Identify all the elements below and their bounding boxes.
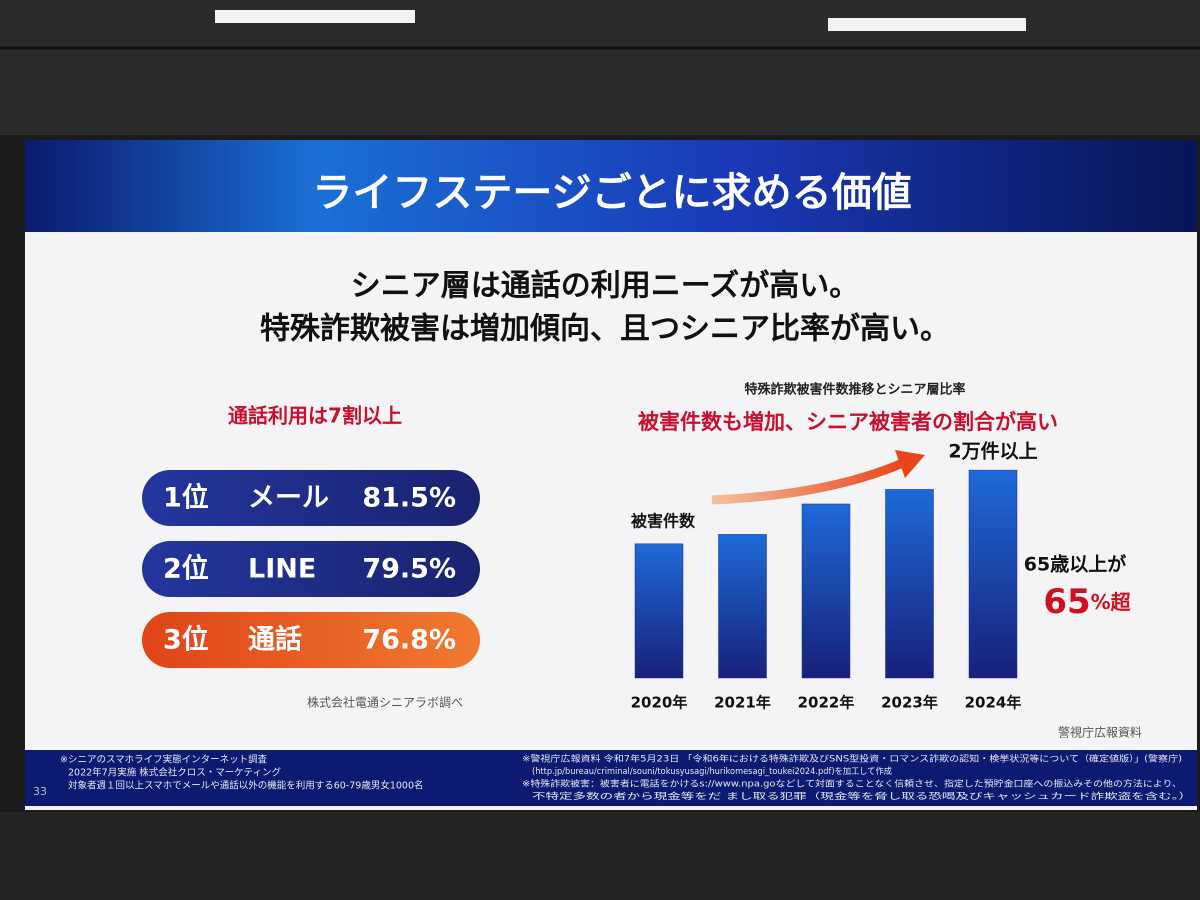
rank-percent: 81.5%	[362, 483, 456, 514]
footer-note: (http.jp/bureau/criminal/souni/tokusyusa…	[532, 766, 892, 777]
arrow-head	[895, 450, 925, 478]
x-tick-label: 2020年	[631, 694, 688, 712]
footer-band	[25, 750, 1197, 806]
bar	[968, 469, 1018, 679]
bar	[718, 534, 767, 679]
page-number: 33	[33, 785, 47, 798]
title-banner	[25, 140, 1197, 232]
footer-note: ※特殊詐欺被害：被害者に電話をかけるs://www.npa.goなどして対面する…	[522, 779, 1182, 790]
rank-percent: 76.8%	[362, 625, 456, 656]
rank-name: メール	[248, 483, 329, 514]
annotation: 65%超	[1043, 582, 1131, 622]
annotation: 2万件以上	[948, 440, 1037, 463]
rank-pill	[142, 541, 480, 597]
bar	[885, 489, 934, 679]
rank-list: 1位 メール 81.5% 2位 LINE 79.5% 3位 通話 76.8%	[142, 470, 480, 668]
footer-note: 不特定多数の者から現金等をだ まし取る犯罪（現金等を脅し取る恐喝及びキャッシュカ…	[532, 791, 1192, 802]
x-tick-label: 2021年	[714, 694, 771, 712]
annotation-value: 65	[1043, 582, 1090, 622]
rank-pill	[142, 470, 480, 526]
trend-arrow	[711, 457, 907, 505]
left-heading: 通話利用は7割以上	[228, 404, 402, 428]
rank-name: LINE	[248, 554, 316, 585]
bar	[801, 503, 851, 679]
x-tick-label: 2024年	[965, 694, 1022, 712]
annotation-suffix: %超	[1091, 590, 1132, 614]
slide-title: ライフステージごとに求める価値	[312, 170, 911, 216]
footer-note: ※警視庁広報資料 令和7年5月23日 「令和6年における特殊詐欺及びSNS型投資…	[522, 754, 1182, 765]
x-tick-label: 2022年	[798, 694, 855, 712]
x-tick-label: 2023年	[881, 694, 938, 712]
rank: 3位	[163, 624, 209, 656]
footer-note: ※シニアのスマホライフ実態インターネット調査	[60, 754, 268, 766]
chart-subtitle: 被害件数も増加、シニア被害者の割合が高い	[638, 410, 1058, 434]
rank: 2位	[163, 553, 209, 585]
rank-name: 通話	[248, 624, 302, 656]
footer-note: 対象者週１回以上スマホでメールや通話以外の機能を利用する60-79歳男女1000…	[68, 780, 424, 792]
light	[828, 18, 1026, 31]
y-label: 被害件数	[631, 512, 696, 531]
rank-percent: 79.5%	[362, 554, 456, 585]
wall	[0, 812, 1200, 900]
chart-source: 警視庁広報資料	[1058, 725, 1142, 740]
headline: シニア層は通話の利用ニーズが高い。	[351, 269, 860, 304]
source: 株式会社電通シニアラボ調べ	[307, 695, 463, 710]
bar	[634, 543, 684, 679]
light	[215, 10, 415, 23]
annotation: 65歳以上が	[1024, 553, 1126, 576]
bar-chart: 2020年 2021年 2022年 2023年 2024年	[631, 469, 1022, 712]
rank-pill	[142, 612, 480, 668]
headline: 特殊詐欺被害は増加傾向、且つシニア比率が高い。	[260, 312, 950, 347]
rank: 1位	[163, 482, 209, 514]
footer-note: 2022年7月実施 株式会社クロス・マーケティング	[68, 767, 281, 779]
chart-title: 特殊詐欺被害件数推移とシニア層比率	[744, 382, 965, 398]
